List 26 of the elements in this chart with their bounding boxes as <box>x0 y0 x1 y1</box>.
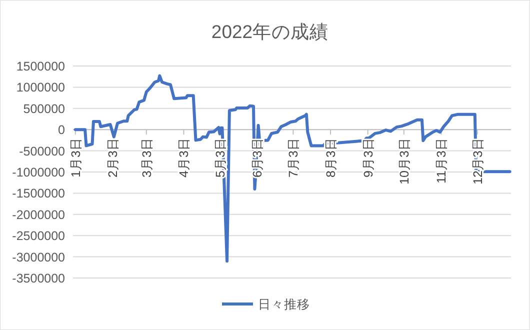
y-tick-label: -2000000 <box>12 208 66 222</box>
legend: 日々推移 <box>222 298 310 312</box>
y-tick-label: -3000000 <box>12 250 66 264</box>
x-tick-label: 4月3日 <box>177 138 192 178</box>
x-tick-label: 10月3日 <box>397 138 412 184</box>
y-tick-label: -1000000 <box>12 166 66 180</box>
x-tick-label: 11月3日 <box>434 138 449 184</box>
x-tick-label: 2月3日 <box>106 138 120 178</box>
y-tick-label: -500000 <box>19 144 66 158</box>
x-tick-label: 1月3日 <box>68 138 83 178</box>
x-tick-label: 12月3日 <box>470 138 485 184</box>
y-tick-label: -3500000 <box>12 272 66 286</box>
y-tick-label: 500000 <box>23 102 66 116</box>
y-tick-label: 0 <box>58 123 66 138</box>
y-tick-label: 1500000 <box>16 60 66 74</box>
x-tick-label: 5月3日 <box>213 138 228 178</box>
y-tick-label: -2500000 <box>12 229 66 244</box>
title: 2022年の成績 <box>211 21 329 42</box>
legend-label: 日々推移 <box>258 298 310 312</box>
x-tick-label: 3月3日 <box>140 138 154 178</box>
x-tick-label: 7月3日 <box>286 138 301 178</box>
y-tick-label: -1500000 <box>12 186 66 201</box>
x-tick-label: 8月3日 <box>324 138 338 178</box>
x-tick-label: 9月3日 <box>361 138 376 178</box>
y-tick-label: 1000000 <box>16 80 66 95</box>
x-tick-label: 6月3日 <box>250 138 265 178</box>
